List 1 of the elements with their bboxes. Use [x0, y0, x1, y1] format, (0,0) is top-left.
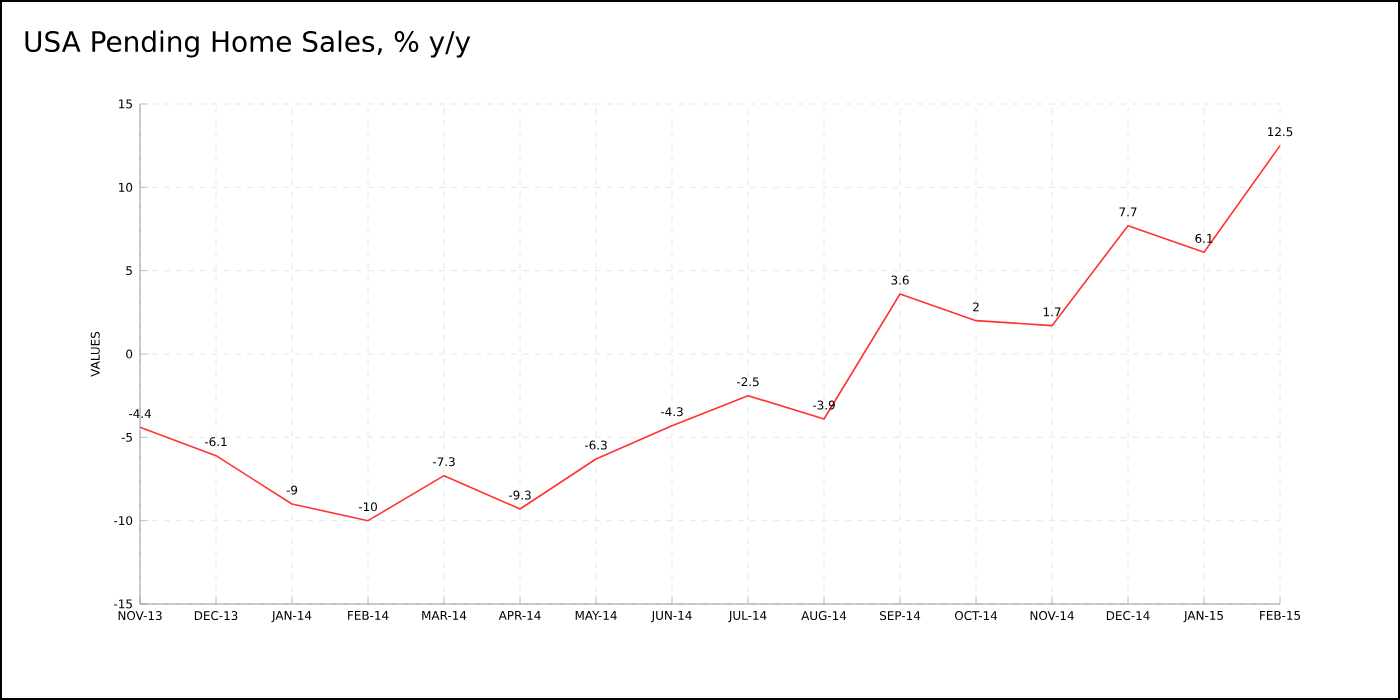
- chart-title: USA Pending Home Sales, % y/y: [25, 30, 471, 58]
